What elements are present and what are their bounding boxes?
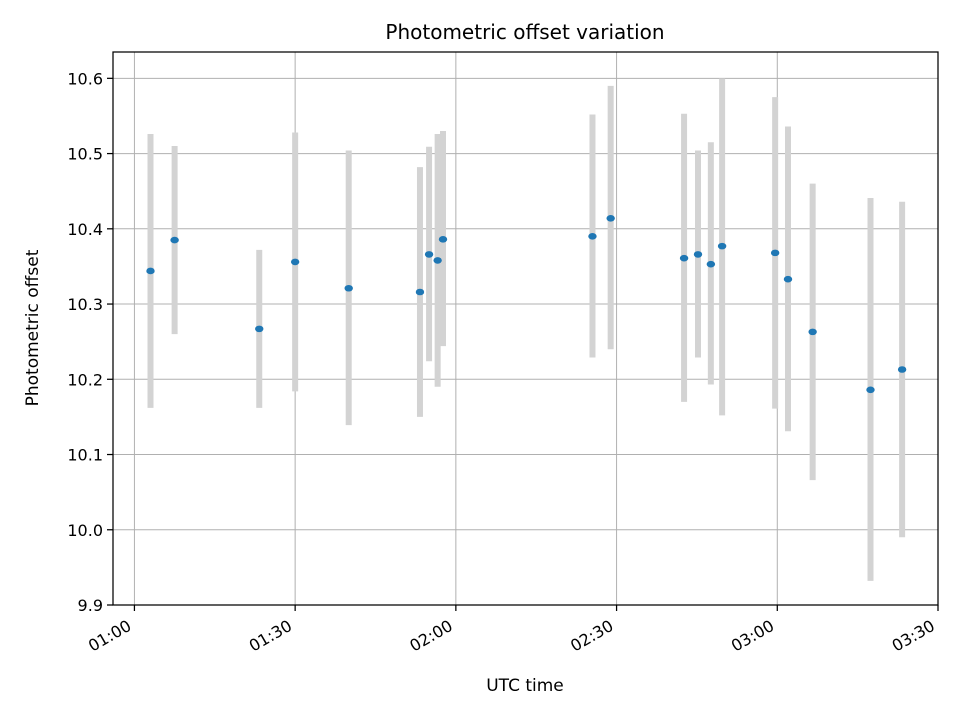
y-tick-label: 10.1 <box>67 446 103 465</box>
x-tick-label: 01:00 <box>85 616 134 656</box>
data-point <box>808 328 817 336</box>
data-point <box>438 236 448 243</box>
data-point <box>433 257 442 264</box>
data-point <box>344 284 353 292</box>
data-points <box>146 214 907 394</box>
data-point <box>897 366 907 373</box>
data-point <box>588 233 597 240</box>
x-tick-label: 02:00 <box>406 616 455 656</box>
data-point <box>693 251 703 258</box>
x-axis-title: UTC time <box>486 676 564 696</box>
x-tick-label: 03:00 <box>728 616 777 656</box>
chart-title: Photometric offset variation <box>385 20 664 44</box>
x-axis-ticks: 01:00 01:30 02:00 02:30 03:00 03:30 <box>85 605 939 656</box>
y-tick-label: 9.9 <box>78 596 103 615</box>
y-tick-label: 10.0 <box>67 521 103 540</box>
x-tick-label: 03:30 <box>889 616 938 656</box>
data-point <box>146 267 155 275</box>
x-tick-label: 02:30 <box>567 616 616 656</box>
data-point <box>255 325 264 333</box>
y-tick-label: 10.3 <box>67 295 103 314</box>
data-point <box>770 249 780 257</box>
data-point <box>783 275 793 283</box>
data-point <box>170 236 179 244</box>
y-tick-label: 10.6 <box>67 69 103 88</box>
data-point <box>606 214 615 222</box>
data-point <box>706 260 716 268</box>
plot-frame <box>112 51 939 606</box>
data-point <box>866 386 875 394</box>
data-point <box>415 288 425 296</box>
y-tick-label: 10.4 <box>67 220 103 239</box>
data-point <box>717 242 727 250</box>
y-tick-label: 10.2 <box>67 370 103 389</box>
data-point <box>679 254 689 262</box>
y-axis-ticks: 9.9 10.0 10.1 10.2 10.3 10.4 10.5 10.6 <box>67 69 113 615</box>
data-point <box>424 251 434 258</box>
data-point <box>290 258 300 266</box>
y-tick-label: 10.5 <box>67 145 103 164</box>
x-tick-label: 01:30 <box>246 616 295 656</box>
y-axis-title: Photometric offset <box>23 249 43 406</box>
